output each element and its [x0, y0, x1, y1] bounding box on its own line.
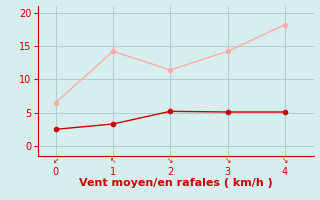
Text: ↘: ↘ — [282, 156, 288, 165]
Text: ↙: ↙ — [52, 156, 59, 165]
Text: ↘: ↘ — [167, 156, 173, 165]
Text: ↖: ↖ — [110, 156, 116, 165]
Text: ↘: ↘ — [224, 156, 231, 165]
X-axis label: Vent moyen/en rafales ( km/h ): Vent moyen/en rafales ( km/h ) — [79, 179, 273, 188]
